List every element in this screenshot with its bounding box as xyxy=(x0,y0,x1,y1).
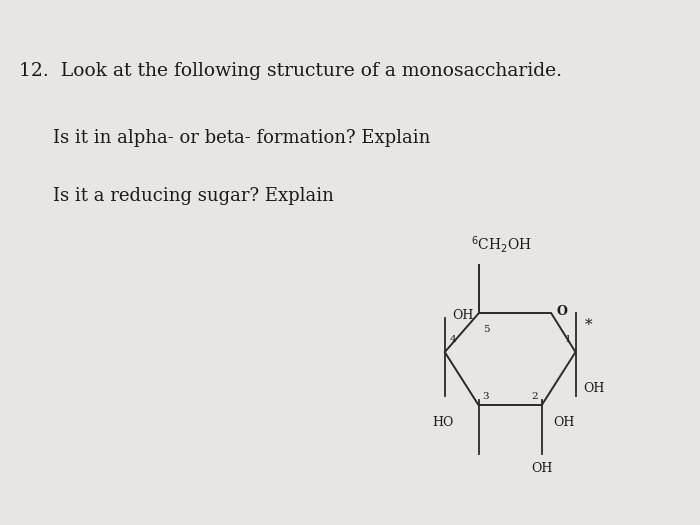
Text: Is it in alpha- or beta- formation? Explain: Is it in alpha- or beta- formation? Expl… xyxy=(52,129,430,148)
Text: OH: OH xyxy=(583,382,605,395)
Text: OH: OH xyxy=(452,309,474,322)
Text: OH: OH xyxy=(553,416,575,429)
Text: Is it a reducing sugar? Explain: Is it a reducing sugar? Explain xyxy=(52,187,333,205)
Text: 2: 2 xyxy=(531,393,538,402)
Text: O: O xyxy=(556,305,567,318)
Text: 4: 4 xyxy=(449,335,456,344)
Text: 5: 5 xyxy=(484,325,490,334)
Text: 3: 3 xyxy=(482,393,489,402)
Text: $^6$CH$_2$OH: $^6$CH$_2$OH xyxy=(471,234,532,255)
Text: HO: HO xyxy=(432,416,454,429)
Text: OH: OH xyxy=(531,461,552,475)
Text: 12.  Look at the following structure of a monosaccharide.: 12. Look at the following structure of a… xyxy=(19,61,561,80)
Text: 1: 1 xyxy=(565,335,572,344)
Text: *: * xyxy=(585,318,593,332)
